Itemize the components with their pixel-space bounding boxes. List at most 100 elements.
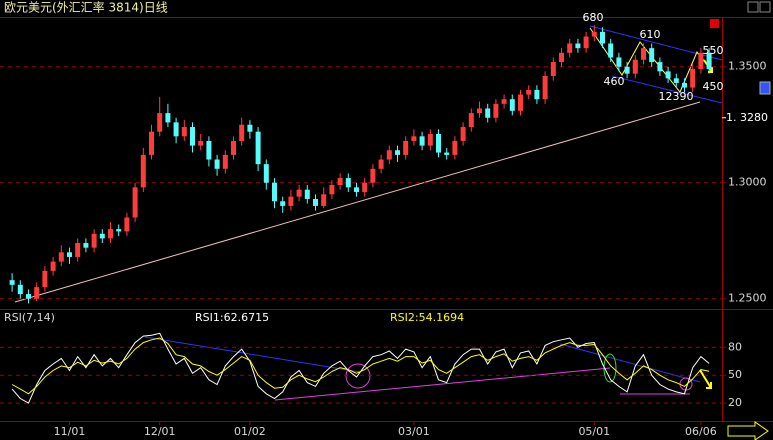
candle-body <box>9 280 15 285</box>
candle-body <box>50 261 56 271</box>
candle-body <box>304 189 310 199</box>
candle-body <box>116 229 122 232</box>
arrow <box>699 369 712 389</box>
candle-body <box>534 89 540 100</box>
candle-body <box>288 196 294 206</box>
scroll-arrow[interactable] <box>727 421 769 440</box>
rsi-line <box>11 337 710 395</box>
candle-body <box>673 78 679 83</box>
candle-body <box>436 134 441 153</box>
candle-body <box>124 217 130 232</box>
channel-line <box>611 75 723 104</box>
candle-body <box>444 152 450 155</box>
side-button[interactable] <box>759 81 771 95</box>
candle-body <box>108 229 113 239</box>
candle-body <box>575 43 581 49</box>
candle-body <box>600 31 605 44</box>
y-tick-label: 1.3500 <box>728 60 767 73</box>
candle-body <box>58 252 64 262</box>
window-button[interactable] <box>747 1 759 13</box>
candle-body <box>222 154 228 169</box>
candle-body <box>641 48 646 60</box>
candle-body <box>395 150 400 155</box>
legend-label: RSI1:62.6715 <box>195 311 269 324</box>
x-tick-label: 06/06 <box>685 425 717 438</box>
candle-body <box>75 243 81 257</box>
wave-label: 450 <box>703 80 724 93</box>
rsi-title: RSI(7,14) <box>4 311 55 324</box>
candle-body <box>140 154 146 188</box>
price-marker-label: 1. 3280 <box>726 111 768 124</box>
candle-body <box>99 233 105 239</box>
y-tick-label: 80 <box>728 340 742 353</box>
legend-label: RSI2:54.1694 <box>390 311 464 324</box>
candle-body <box>665 71 671 79</box>
candle-body <box>214 159 220 169</box>
candle-body <box>34 287 40 299</box>
x-tick-label: 12/01 <box>144 425 176 438</box>
y-tick-label: 1.3000 <box>728 176 767 189</box>
candle-body <box>173 122 179 137</box>
candle-body <box>460 127 466 141</box>
candle-body <box>255 131 261 165</box>
trend-line <box>14 101 701 303</box>
candle-body <box>181 127 187 137</box>
candle-body <box>206 140 212 160</box>
candle-body <box>493 103 499 118</box>
chart-title: 欧元美元(外汇汇率 3814)日线 <box>4 0 168 15</box>
candle-body <box>649 48 655 63</box>
wave-label: 12390 <box>659 90 694 103</box>
rsi-trend-line <box>144 336 361 373</box>
candle-body <box>26 294 31 299</box>
candle-body <box>403 140 409 155</box>
y-tick-label: 1.2500 <box>728 292 767 305</box>
candle-body <box>419 136 425 146</box>
candle-body <box>452 140 458 155</box>
candle-body <box>247 124 253 132</box>
candle-body <box>149 131 154 155</box>
candle-body <box>231 140 236 155</box>
candle-body <box>190 127 195 146</box>
wave-label: 610 <box>640 28 661 41</box>
candle-body <box>632 59 638 74</box>
candle-body <box>67 252 72 257</box>
candle-body <box>280 201 286 206</box>
candle-body <box>542 76 548 100</box>
x-tick-label: 05/01 <box>578 425 610 438</box>
candle-body <box>313 198 318 206</box>
candle-body <box>485 108 491 118</box>
candle-body <box>509 99 515 111</box>
wave-label: 550 <box>703 44 724 57</box>
candle-body <box>345 178 351 188</box>
candle-body <box>370 168 376 183</box>
candle-body <box>624 66 630 74</box>
candle-body <box>706 52 712 70</box>
candle-body <box>550 62 556 76</box>
rsi-circle <box>603 353 617 383</box>
x-tick-label: 11/01 <box>54 425 86 438</box>
candle-body <box>354 187 359 192</box>
candle-body <box>411 136 417 141</box>
rsi-trend-line <box>274 367 611 401</box>
candle-body <box>477 108 482 114</box>
candle-body <box>690 69 696 88</box>
candle-body <box>559 52 564 63</box>
marker-square <box>710 19 719 28</box>
window-button[interactable] <box>759 1 771 13</box>
candle-body <box>329 185 335 195</box>
candle-body <box>362 182 368 192</box>
candle-body <box>17 284 23 295</box>
candle-body <box>386 150 392 160</box>
candle-body <box>427 134 433 146</box>
candle-body <box>83 243 89 248</box>
x-tick-label: 01/02 <box>234 425 266 438</box>
candle-body <box>239 124 245 141</box>
candle-body <box>468 113 474 128</box>
y-tick-label: 20 <box>728 396 742 409</box>
frame <box>0 17 773 422</box>
rsi-trend-line <box>559 343 701 383</box>
candle-body <box>91 233 97 248</box>
candle-body <box>165 113 171 123</box>
